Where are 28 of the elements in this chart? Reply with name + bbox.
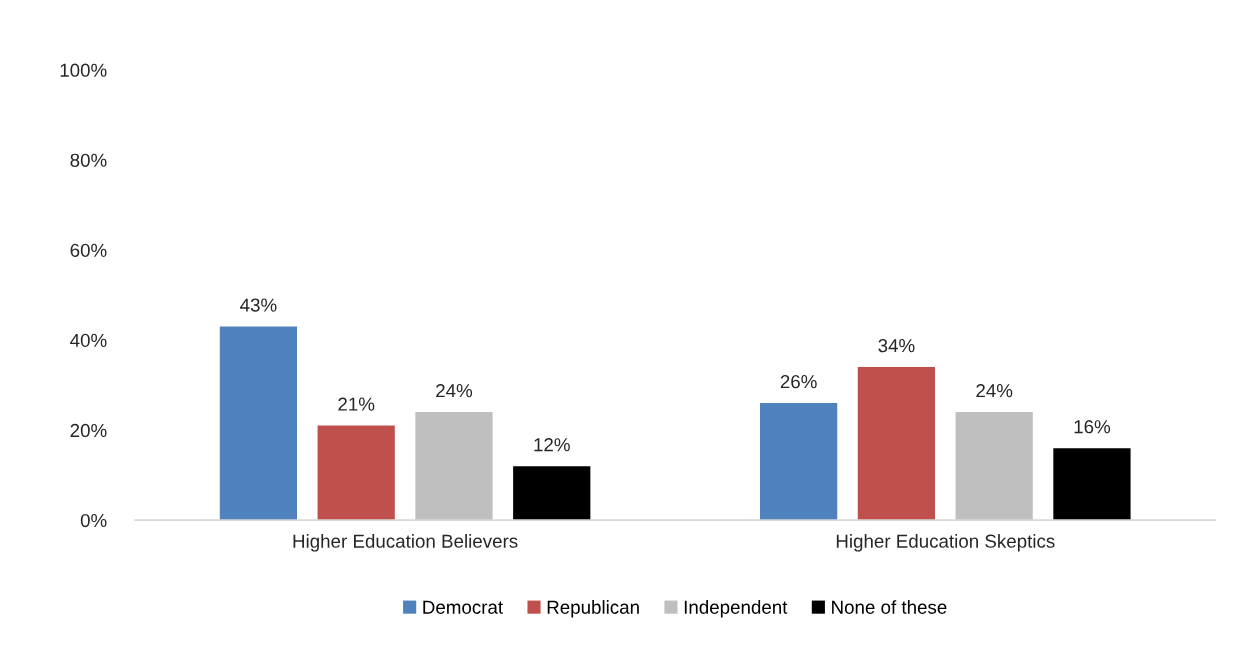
y-tick-label: 80% (70, 153, 107, 167)
bar (415, 412, 493, 521)
data-label: 26% (780, 375, 817, 389)
y-tick-label: 100% (60, 63, 107, 77)
bar (1053, 448, 1131, 521)
data-label: 12% (534, 438, 570, 452)
data-label: 21% (338, 397, 375, 411)
data-label: 34% (878, 338, 915, 353)
data-label: 24% (976, 384, 1013, 398)
y-tick-label: 60% (70, 243, 107, 257)
legend-label: Republican (547, 600, 639, 618)
y-tick-label: 40% (70, 333, 107, 348)
bar (219, 326, 298, 521)
legend-label: None of these (832, 600, 947, 614)
bar (513, 466, 591, 521)
data-label: 43% (240, 298, 277, 312)
data-label: 24% (436, 384, 473, 398)
legend-label: Independent (684, 600, 788, 618)
x-tick-label: Higher Education Believers (293, 534, 518, 552)
bar (955, 412, 1033, 521)
x-tick-label: Higher Education Skeptics (836, 534, 1055, 552)
bar (317, 425, 395, 521)
legend-label: Democrat (423, 600, 503, 614)
bar (759, 403, 838, 521)
data-label: 16% (1074, 420, 1111, 434)
bar (857, 367, 936, 521)
y-tick-label: 0% (80, 513, 107, 528)
y-tick-label: 20% (70, 423, 107, 438)
